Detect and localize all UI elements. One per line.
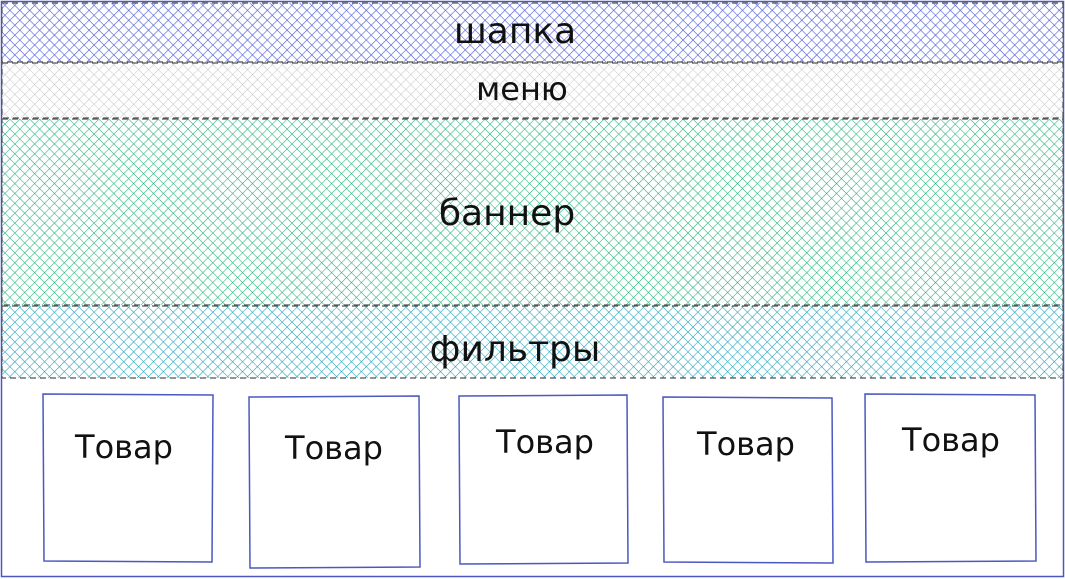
product-grid: Товар Товар Товар Товар Товар [42,393,1037,569]
banner-fill [1,118,1064,306]
product-card-label: Товар [74,428,173,466]
product-card-outline [248,395,421,569]
product-card-label: Товар [495,423,594,461]
header-label: шапка [454,11,576,52]
product-card: Товар [864,393,1037,563]
product-card-outline [864,393,1037,563]
product-card-outline [458,394,629,565]
filters-label: фильтры [430,329,601,370]
product-card-outline [42,393,214,563]
menu-band: меню [1,62,1064,119]
header-fill [1,2,1064,63]
menu-label: меню [476,70,568,108]
product-card: Товар [662,396,834,564]
product-card: Товар [248,395,421,569]
banner-band: баннер [1,118,1064,306]
product-card: Товар [42,393,214,563]
product-card: Товар [458,394,629,565]
product-card-outline [662,396,834,564]
filters-band: фильтры [1,305,1064,379]
product-card-label: Товар [284,429,383,467]
product-card-label: Товар [901,421,1000,459]
filters-fill [1,305,1064,379]
product-card-label: Товар [696,425,795,463]
banner-label: баннер [439,193,575,234]
menu-fill [1,62,1064,119]
header-band: шапка [1,2,1064,63]
